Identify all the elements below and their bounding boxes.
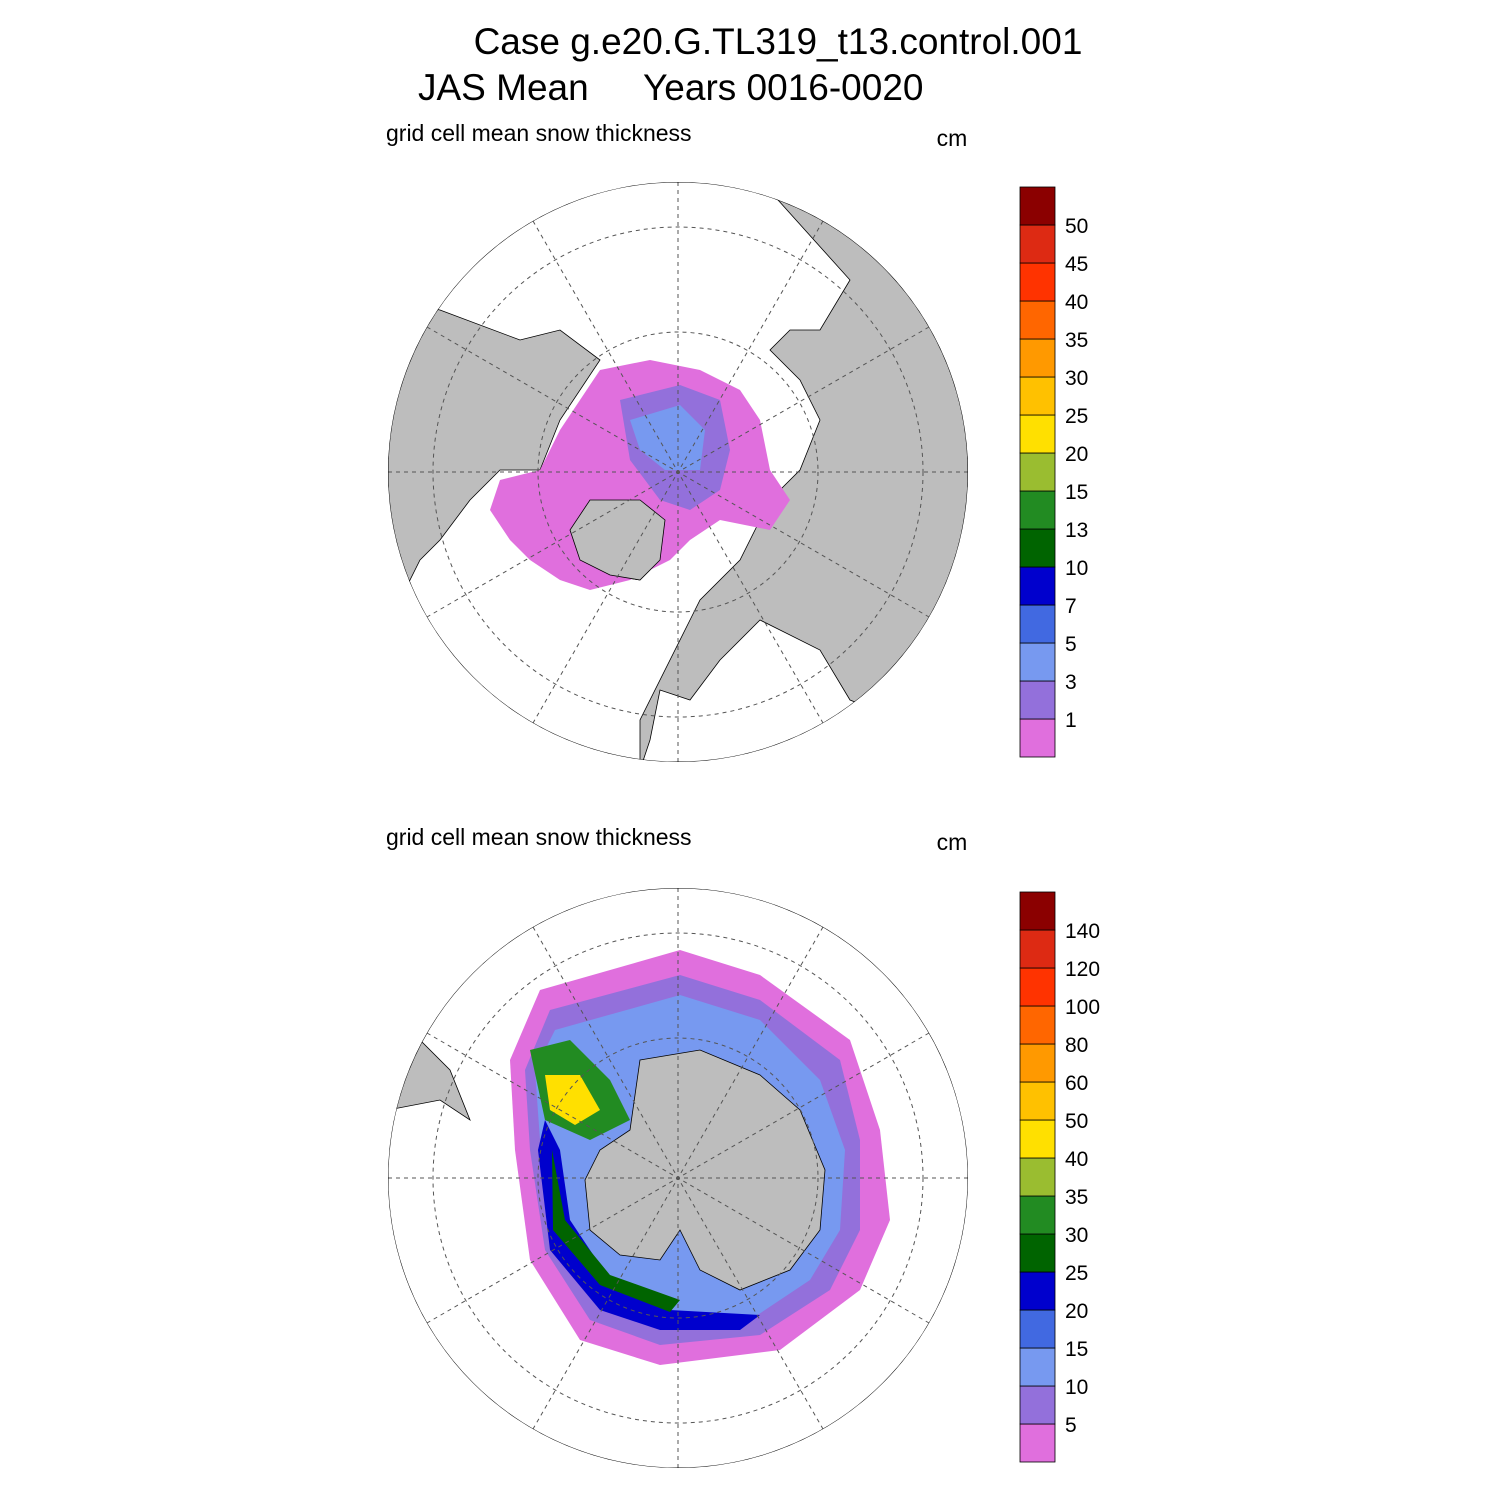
colorbar-box	[1019, 414, 1056, 454]
colorbar-label: 15	[1065, 1338, 1088, 1361]
colorbar-box	[1019, 1081, 1056, 1121]
colorbar-box	[1019, 1385, 1056, 1425]
colorbar-label: 100	[1065, 996, 1100, 1019]
colorbar-label: 20	[1065, 443, 1088, 466]
colorbar-box	[1019, 967, 1056, 1007]
south-polar-map	[388, 888, 968, 1468]
colorbar-label: 60	[1065, 1072, 1088, 1095]
colorbar-box	[1019, 490, 1056, 530]
colorbar-box	[1019, 1271, 1056, 1311]
colorbar-label: 35	[1065, 1186, 1088, 1209]
title-season: JAS Mean	[418, 67, 589, 108]
colorbar-box	[1019, 1347, 1056, 1387]
colorbar-box	[1019, 376, 1056, 416]
panel-units: cm	[937, 829, 968, 855]
colorbar-box	[1019, 566, 1056, 606]
colorbar-label: 1	[1065, 709, 1077, 732]
colorbar-box	[1019, 186, 1056, 226]
colorbar-label: 5	[1065, 1414, 1077, 1437]
colorbar-box	[1019, 1195, 1056, 1235]
colorbar-label: 25	[1065, 1262, 1088, 1285]
colorbar-box	[1019, 1043, 1056, 1083]
colorbar-box	[1019, 528, 1056, 568]
colorbar-box	[1019, 300, 1056, 340]
colorbar-box	[1019, 1005, 1056, 1045]
colorbar-box	[1019, 452, 1056, 492]
colorbar-box	[1019, 1119, 1056, 1159]
colorbar-label: 50	[1065, 1110, 1088, 1133]
colorbar-box	[1019, 224, 1056, 264]
colorbar-label: 40	[1065, 1148, 1088, 1171]
colorbar-label: 120	[1065, 958, 1100, 981]
panel-subtitle: grid cell mean snow thickness	[386, 824, 692, 850]
colorbar-box	[1019, 642, 1056, 682]
colorbar-label: 5	[1065, 633, 1077, 656]
colorbar-label: 3	[1065, 671, 1077, 694]
colorbar: 5 10 15 20 25 30 35 40 50 60 80 100 120 140	[1019, 891, 1100, 1463]
colorbar-box	[1019, 338, 1056, 378]
colorbar-label: 20	[1065, 1300, 1088, 1323]
colorbar-label: 13	[1065, 519, 1088, 542]
colorbar-box	[1019, 891, 1056, 931]
colorbar-label: 30	[1065, 1224, 1088, 1247]
colorbar-label: 7	[1065, 595, 1077, 618]
colorbar-label: 50	[1065, 215, 1088, 238]
colorbar-label: 10	[1065, 1376, 1088, 1399]
colorbar-box	[1019, 1157, 1056, 1197]
panel-units: cm	[937, 125, 968, 151]
colorbar-box	[1019, 262, 1056, 302]
colorbar-label: 80	[1065, 1034, 1088, 1057]
colorbar-label: 140	[1065, 920, 1100, 943]
colorbar-box	[1019, 604, 1056, 644]
title-years: Years 0016-0020	[643, 67, 923, 108]
colorbar-label: 30	[1065, 367, 1088, 390]
title: Case g.e20.G.TL319_t13.control.001	[474, 21, 1083, 62]
colorbar-label: 25	[1065, 405, 1088, 428]
colorbar-label: 10	[1065, 557, 1088, 580]
colorbar-box	[1019, 929, 1056, 969]
colorbar-box	[1019, 680, 1056, 720]
colorbar-label: 40	[1065, 291, 1088, 314]
colorbar-box	[1019, 718, 1056, 758]
colorbar-box	[1019, 1233, 1056, 1273]
colorbar-label: 45	[1065, 253, 1088, 276]
colorbar-label: 35	[1065, 329, 1088, 352]
colorbar-label: 15	[1065, 481, 1088, 504]
colorbar-box	[1019, 1423, 1056, 1463]
panel-subtitle: grid cell mean snow thickness	[386, 120, 692, 146]
north-polar-map	[388, 182, 968, 762]
colorbar-box	[1019, 1309, 1056, 1349]
